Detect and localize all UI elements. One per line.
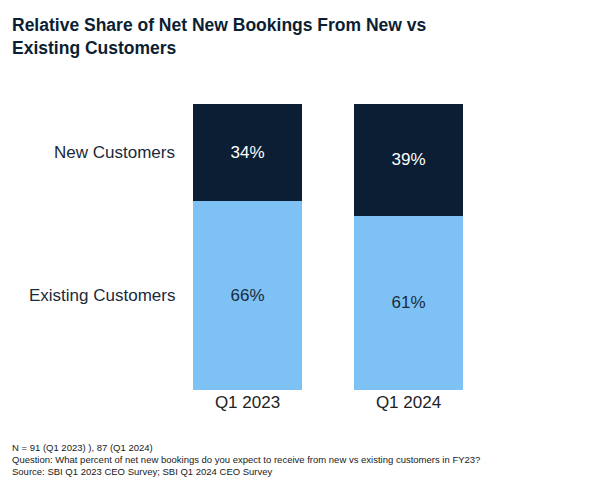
svg-text:66%: 66%: [230, 286, 264, 305]
svg-text:Q1 2023: Q1 2023: [215, 393, 280, 412]
svg-text:39%: 39%: [391, 150, 425, 169]
svg-text:61%: 61%: [391, 293, 425, 312]
html-text:Question: What percent of net: Question: What percent of net new bookin…: [12, 454, 481, 465]
html-text:Relative Share of Net New Book: Relative Share of Net New Bookings From …: [12, 15, 427, 58]
html-text:Source: SBI Q1 2023 CEO Survey: Source: SBI Q1 2023 CEO Survey; SBI Q1 2…: [12, 466, 273, 477]
svg-text:New Customers: New Customers: [54, 143, 175, 162]
svg-text:34%: 34%: [230, 143, 264, 162]
html-text:N = 91 (Q1 2023) ), 87 (Q1 202: N = 91 (Q1 2023) ), 87 (Q1 2024): [12, 442, 153, 453]
svg-text:Q1 2024: Q1 2024: [376, 393, 441, 412]
svg-text:Existing Customers: Existing Customers: [29, 286, 175, 305]
